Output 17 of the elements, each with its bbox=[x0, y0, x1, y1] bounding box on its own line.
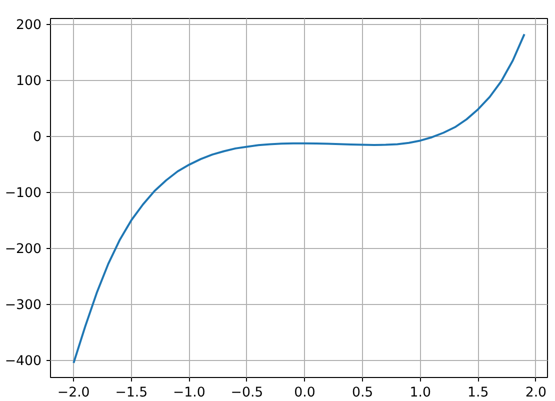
y-tick-label: 100 bbox=[16, 74, 42, 90]
x-tick-label: 2.0 bbox=[525, 386, 547, 400]
line-series bbox=[72, 33, 526, 364]
y-tick-label: −100 bbox=[4, 186, 42, 202]
x-tick-label: 1.5 bbox=[468, 386, 489, 400]
x-tick-label: −1.0 bbox=[173, 386, 206, 400]
x-tick-label: −0.5 bbox=[230, 386, 264, 400]
y-tick-label: 0 bbox=[33, 130, 42, 146]
x-tick-label: −2.0 bbox=[57, 386, 90, 400]
x-tick-label: 0.0 bbox=[294, 386, 316, 400]
y-tick-label: −300 bbox=[4, 298, 42, 314]
y-tick-label: 200 bbox=[16, 18, 42, 34]
x-tick-label: 1.0 bbox=[410, 386, 431, 400]
y-tick-label: −200 bbox=[4, 242, 42, 258]
x-tick-label: 0.5 bbox=[352, 386, 374, 400]
x-tick-label: −1.5 bbox=[115, 386, 148, 400]
y-tick-label: −400 bbox=[4, 354, 42, 370]
